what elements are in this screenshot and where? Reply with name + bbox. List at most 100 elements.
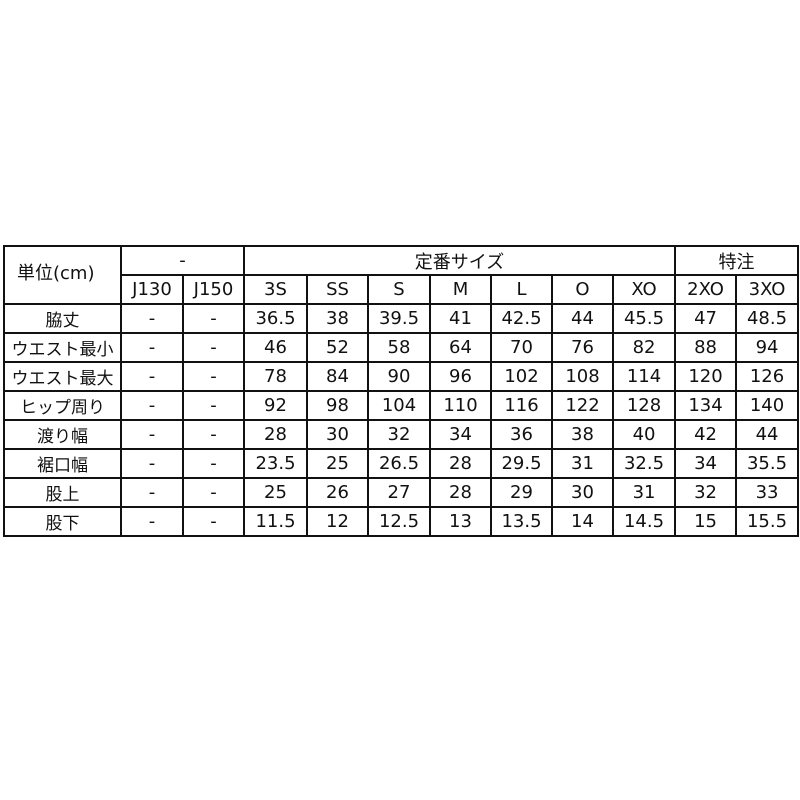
row-label: 渡り幅 [3,419,122,450]
table-cell: 102 [490,361,553,392]
table-cell: 41 [429,303,492,334]
table-cell: - [120,361,184,392]
table-cell: 120 [674,361,738,392]
table-cell: 98 [306,390,369,421]
table-cell: 78 [243,361,308,392]
table-cell: - [182,332,245,363]
table-cell: 31 [611,477,677,508]
table-cell: 52 [306,332,369,363]
table-cell: 28 [243,419,308,450]
table-cell: 126 [735,361,800,392]
table-cell: 84 [306,361,369,392]
table-cell: 12 [306,506,369,537]
unit-label: 単位(cm) [3,245,122,305]
table-cell: - [120,506,184,537]
table-cell: 25 [306,448,369,479]
size-header: O [551,274,614,305]
table-cell: 116 [490,390,553,421]
row-label: 脇丈 [3,303,122,334]
row-label: ウエスト最小 [3,332,122,363]
table-row: 股下 - -11.5 12 12.5 13 13.5 14 14.5 15 15.5 [3,506,800,537]
table-cell: 30 [306,419,369,450]
table-cell: 104 [367,390,431,421]
table-cell: 15 [674,506,738,537]
table-cell: 23.5 [243,448,308,479]
size-header: 3S [243,274,308,305]
table-cell: 82 [611,332,677,363]
size-header: 2XO [674,274,738,305]
table-cell: 44 [551,303,614,334]
table-cell: 46 [243,332,308,363]
size-header: XO [611,274,677,305]
table-cell: - [120,477,184,508]
table-cell: 26 [306,477,369,508]
table-cell: 140 [735,390,800,421]
table-cell: 29 [490,477,553,508]
table-cell: 39.5 [367,303,431,334]
table-cell: - [182,303,245,334]
table-row: ウエスト最大 - -78 84 90 96 102 108 114 120 126 [3,361,800,392]
table-cell: 31 [551,448,614,479]
table-cell: 48.5 [735,303,800,334]
table-cell: 25 [243,477,308,508]
table-cell: 58 [367,332,431,363]
size-header: 3XO [735,274,800,305]
size-header: S [367,274,431,305]
row-label: ヒップ周り [3,390,122,421]
table-cell: - [120,332,184,363]
size-header: L [490,274,553,305]
row-label: 裾口幅 [3,448,122,479]
table-cell: 29.5 [490,448,553,479]
table-cell: - [182,506,245,537]
table-cell: 30 [551,477,614,508]
table-cell: 35.5 [735,448,800,479]
table-cell: 12.5 [367,506,431,537]
table-cell: 34 [429,419,492,450]
table-cell: 26.5 [367,448,431,479]
table-cell: 44 [735,419,800,450]
table-cell: - [182,361,245,392]
table-cell: 27 [367,477,431,508]
table-cell: 134 [674,390,738,421]
table-cell: 122 [551,390,614,421]
table-cell: 34 [674,448,738,479]
table-cell: 40 [611,419,677,450]
table-cell: 36.5 [243,303,308,334]
table-cell: 33 [735,477,800,508]
group-junior: - [120,245,245,276]
table-cell: 64 [429,332,492,363]
table-cell: 28 [429,477,492,508]
table-cell: 32 [367,419,431,450]
group-standard: 定番サイズ [242,245,677,276]
table-cell: 76 [551,332,614,363]
table-cell: 42.5 [490,303,553,334]
table-cell: 47 [674,303,738,334]
row-label: 股上 [3,477,122,508]
table-cell: 70 [490,332,553,363]
table-row: 股上 - -25 26 27 28 29 30 31 32 33 [3,477,800,508]
table-cell: 90 [367,361,431,392]
table-cell: - [120,448,184,479]
table-cell: - [182,448,245,479]
table-cell: 28 [429,448,492,479]
table-cell: 128 [611,390,677,421]
table-cell: - [120,419,184,450]
table-row: 裾口幅 - -23.5 25 26.5 28 29.5 31 32.5 34 35.5 [3,448,800,479]
table-cell: 32.5 [611,448,677,479]
table-cell: 110 [429,390,492,421]
table-cell: 45.5 [611,303,677,334]
table-cell: 14.5 [611,506,677,537]
table-cell: 94 [735,332,800,363]
table-cell: 88 [674,332,738,363]
table-row: 渡り幅 - -28 30 32 34 36 38 40 42 44 [3,419,800,450]
row-label: ウエスト最大 [3,361,122,392]
table-cell: 13.5 [490,506,553,537]
table-cell: 38 [306,303,369,334]
row-label: 股下 [3,506,122,537]
table-cell: 15.5 [735,506,800,537]
table-cell: 11.5 [243,506,308,537]
table-cell: 42 [674,419,738,450]
size-header: J130 [120,274,184,305]
table-cell: - [182,477,245,508]
header-row-sizes: J130 J150 3S SS S M L O XO 2XO 3XO [4,274,800,305]
